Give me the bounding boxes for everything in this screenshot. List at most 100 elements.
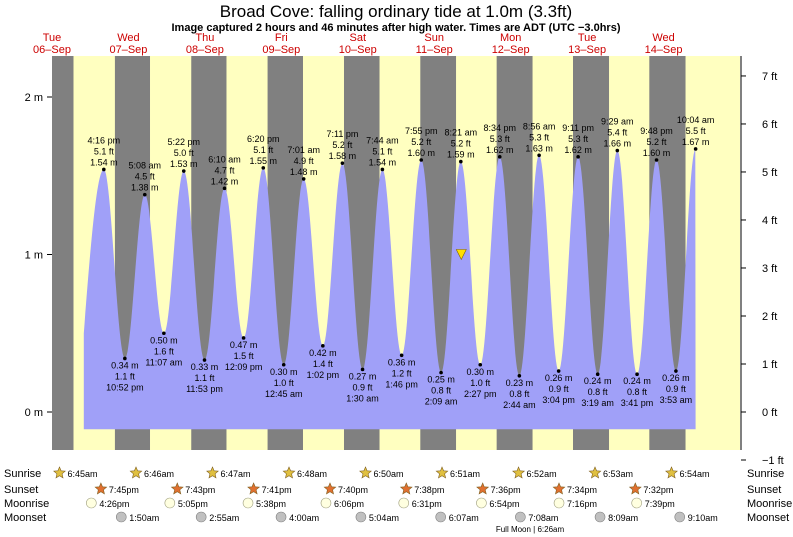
low-tide-ft-1: 1.1 ft (115, 371, 136, 381)
low-tide-m-11: 0.42 m (309, 348, 337, 358)
high-tide-point-4 (181, 169, 186, 173)
moonset-time-1: 2:55am (209, 513, 239, 523)
low-tide-time-13: 1:30 am (346, 393, 379, 403)
day-name-4: Sat (350, 32, 367, 44)
high-tide-point-14 (380, 167, 385, 172)
right-tick-label-1: 0 ft (762, 407, 777, 419)
day-name-2: Thu (195, 32, 214, 44)
low-tide-point-7 (241, 336, 246, 340)
low-tide-point-21 (517, 373, 522, 378)
moonset-time-6: 8:09am (608, 513, 638, 523)
high-tide-point-30 (693, 147, 698, 151)
high-tide-m-18: 1.59 m (447, 150, 475, 160)
high-tide-ft-14: 5.1 ft (372, 146, 393, 156)
low-tide-time-21: 2:44 am (503, 400, 536, 410)
sunrise-icon-4 (359, 466, 372, 479)
sunset-icon-2 (247, 482, 261, 495)
right-tick-label-7: 6 ft (762, 119, 777, 131)
low-tide-m-23: 0.26 m (545, 373, 573, 383)
low-tide-m-21: 0.23 m (506, 378, 534, 388)
moonrise-time-3: 6:06pm (334, 499, 364, 509)
low-tide-m-5: 0.33 m (191, 362, 219, 372)
high-tide-time-26: 9:29 am (601, 117, 634, 127)
high-tide-point-18 (459, 159, 463, 164)
low-tide-m-1: 0.34 m (111, 360, 139, 370)
moonset-icon-0 (115, 511, 127, 523)
sunset-time-5: 7:36pm (491, 485, 521, 495)
high-tide-ft-8: 5.1 ft (253, 145, 274, 155)
high-tide-ft-26: 5.4 ft (607, 128, 628, 138)
left-tick-label-1: 1 m (25, 250, 43, 262)
low-tide-point-27 (635, 372, 639, 377)
high-tide-ft-18: 5.2 ft (451, 139, 472, 149)
sunrise-time-6: 6:52am (527, 469, 557, 479)
low-tide-m-27: 0.24 m (623, 376, 651, 386)
moonset-icon-6 (594, 511, 606, 523)
header-layer: Broad Cove: falling ordinary tide at 1.0… (172, 2, 621, 34)
high-tide-ft-20: 5.3 ft (490, 134, 511, 144)
low-tide-point-25 (595, 372, 600, 377)
full-moon-note: Full Moon | 6:26am (496, 525, 565, 534)
low-tide-ft-11: 1.4 ft (313, 359, 334, 369)
moonset-time-5: 7:08am (528, 513, 558, 523)
row-label-sunset-left: Sunset (4, 484, 38, 496)
moonset-icon-5 (515, 511, 526, 523)
high-tide-time-6: 6:10 am (208, 154, 241, 164)
high-tide-m-22: 1.63 m (525, 143, 553, 153)
low-tide-m-13: 0.27 m (349, 371, 377, 381)
sunrise-time-5: 6:51am (450, 469, 480, 479)
low-tide-point-9 (281, 362, 286, 367)
sunrise-time-3: 6:48am (297, 469, 327, 479)
sunset-icon-0 (94, 482, 108, 495)
right-tick-label-2: 1 ft (762, 359, 777, 371)
sunrise-time-0: 6:45am (68, 469, 98, 479)
high-tide-point-22 (537, 153, 541, 158)
low-tide-time-9: 12:45 am (265, 389, 303, 399)
sunrise-time-1: 6:46am (144, 469, 174, 479)
high-tide-point-8 (261, 166, 266, 170)
high-tide-time-24: 9:11 pm (562, 123, 594, 133)
right-tick-label-4: 3 ft (762, 263, 777, 275)
row-label-sunset-right: Sunset (747, 484, 781, 496)
tide-area-layer (83, 149, 696, 430)
day-date-3: 09–Sep (262, 44, 300, 56)
high-tide-ft-28: 5.2 ft (647, 137, 668, 147)
current-tide-marker (455, 249, 467, 261)
moonset-icon-3 (355, 511, 367, 523)
low-tide-ft-23: 0.9 ft (549, 384, 570, 394)
day-date-5: 11–Sep (416, 44, 453, 56)
day-date-4: 10–Sep (339, 44, 377, 56)
sunset-icon-7 (628, 482, 642, 495)
moonset-icon-1 (195, 511, 207, 523)
high-tide-time-12: 7:11 pm (326, 129, 358, 139)
moonrise-icon-4 (398, 497, 410, 509)
moonrise-time-6: 7:16pm (567, 499, 597, 509)
low-tide-ft-27: 0.8 ft (627, 387, 648, 397)
high-tide-time-28: 9:48 pm (640, 126, 673, 136)
right-tick-label-5: 4 ft (762, 215, 777, 227)
moonrise-icon-5 (476, 497, 487, 509)
sunrise-icon-1 (129, 466, 143, 479)
day-name-7: Tue (578, 32, 597, 44)
right-tick-label-8: 7 ft (762, 71, 777, 83)
sunset-time-1: 7:43pm (185, 485, 215, 495)
high-tide-m-4: 1.53 m (170, 159, 198, 169)
high-tide-ft-0: 5.1 ft (94, 146, 115, 156)
high-tide-time-30: 10:04 am (677, 115, 715, 125)
sunset-time-7: 7:32pm (643, 485, 673, 495)
low-tide-point-13 (360, 367, 365, 372)
low-tide-time-15: 1:46 pm (385, 379, 418, 389)
moonrise-icon-0 (86, 497, 97, 509)
low-tide-time-29: 3:53 am (660, 395, 693, 405)
high-tide-point-16 (419, 158, 424, 162)
sunset-icon-3 (323, 482, 337, 495)
high-tide-point-20 (497, 155, 502, 159)
low-tide-m-3: 0.50 m (150, 335, 178, 345)
high-tide-point-28 (654, 158, 659, 162)
high-tide-m-6: 1.42 m (211, 176, 239, 186)
moonset-icon-7 (674, 511, 686, 523)
sunset-time-4: 7:38pm (414, 485, 444, 495)
high-tide-m-24: 1.62 m (564, 145, 592, 155)
